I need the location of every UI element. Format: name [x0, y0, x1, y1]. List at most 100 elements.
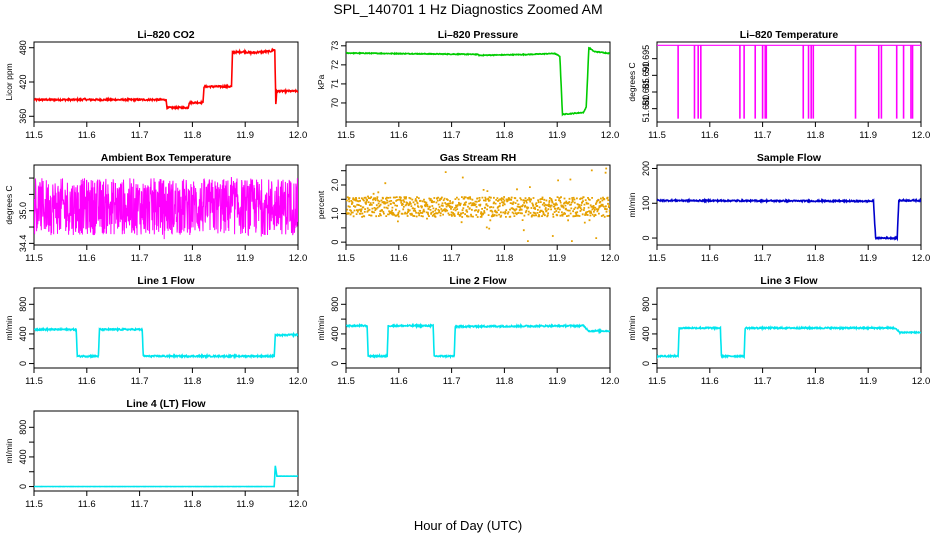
x-tick-label: 12.0	[601, 130, 620, 141]
x-tick-label: 11.5	[25, 376, 43, 387]
x-tick-label: 11.9	[236, 499, 254, 510]
series-line	[34, 47, 298, 111]
series-line	[34, 465, 298, 488]
x-tick-label: 11.5	[337, 253, 355, 264]
y-axis-label: ml/min	[316, 315, 326, 340]
x-tick-label: 11.6	[701, 253, 719, 264]
y-tick-label: 73	[330, 41, 340, 51]
chart-panel-2: Li–820 Pressure kPa 11.5 11.6 11.7 11.8 11.9 12…	[316, 29, 619, 141]
y-tick-label: 480	[18, 40, 28, 55]
y-tick-label: 51.685	[641, 78, 651, 106]
plot-frame	[656, 41, 922, 123]
x-tick-label: 11.6	[78, 499, 96, 510]
y-axis-label: degrees C	[4, 185, 14, 224]
plot-frame	[33, 41, 299, 123]
plot-area	[346, 167, 610, 242]
x-tick-label: 11.6	[78, 376, 96, 387]
chart-panel-5: Gas Stream RH percent 11.5 11.6 11.7 11.8 11.9…	[316, 152, 619, 264]
plot-area	[346, 322, 610, 360]
y-axis-label: degrees C	[627, 62, 637, 101]
y-tick-label: 0	[330, 361, 340, 366]
chart-title: Line 1 Flow	[137, 275, 195, 287]
chart-title: Gas Stream RH	[440, 152, 516, 164]
x-tick-label: 12.0	[912, 376, 931, 387]
x-tick-label: 11.8	[496, 376, 514, 387]
x-tick-label: 11.7	[443, 253, 461, 264]
x-tick-label: 11.8	[807, 253, 825, 264]
y-tick-label: 420	[18, 74, 28, 89]
x-tick-label: 11.8	[184, 253, 202, 264]
x-tick-label: 11.6	[390, 376, 408, 387]
plot-frame	[345, 41, 611, 123]
y-tick-label: 0	[18, 361, 28, 366]
x-tick-label: 11.9	[548, 376, 566, 387]
x-tick-label: 11.8	[184, 499, 202, 510]
y-tick-label: 100	[641, 196, 651, 211]
x-tick-label: 11.5	[648, 130, 666, 141]
x-tick-label: 11.5	[337, 376, 355, 387]
y-tick-label: 0	[330, 240, 340, 245]
chart-title: Li–820 Temperature	[740, 29, 839, 41]
series-line	[657, 325, 921, 360]
chart-title: Li–820 CO2	[137, 29, 194, 41]
x-tick-label: 11.7	[131, 253, 149, 264]
y-tick-label: 800	[330, 297, 340, 312]
chart-title: Line 2 Flow	[449, 275, 507, 287]
x-tick-label: 11.9	[236, 130, 254, 141]
x-tick-label: 11.8	[807, 130, 825, 141]
series-line	[346, 46, 610, 117]
chart-title: Line 4 (LT) Flow	[126, 398, 206, 410]
x-tick-label: 11.6	[78, 130, 96, 141]
x-tick-label: 11.8	[496, 130, 514, 141]
y-tick-label: 800	[18, 297, 28, 312]
y-tick-label: 360	[18, 109, 28, 124]
chart-panel-3: Li–820 Temperature degrees C 11.5 11.6 11.7 1…	[627, 29, 930, 141]
y-tick-label: 34.4	[18, 235, 28, 253]
y-tick-label: 51.695	[641, 45, 651, 73]
x-tick-label: 11.7	[131, 130, 149, 141]
x-tick-label: 11.8	[807, 376, 825, 387]
series-line	[34, 176, 298, 240]
chart-panel-8: Line 2 Flow ml/min 11.5 11.6 11.7 11.8 11.9 12.…	[316, 275, 619, 387]
x-tick-label: 11.7	[754, 376, 772, 387]
plot-area	[657, 325, 921, 360]
x-tick-label: 12.0	[601, 376, 620, 387]
x-tick-label: 11.5	[25, 130, 43, 141]
x-tick-label: 12.0	[289, 253, 308, 264]
chart-title: Sample Flow	[757, 152, 822, 164]
y-tick-label: 0	[18, 484, 28, 489]
x-tick-label: 12.0	[912, 130, 931, 141]
series-points	[346, 167, 610, 242]
figure-title: SPL_140701 1 Hz Diagnostics Zoomed AM	[333, 1, 603, 17]
x-tick-label: 11.7	[754, 253, 772, 264]
x-tick-label: 11.9	[859, 253, 877, 264]
plot-frame	[345, 287, 611, 369]
x-tick-label: 11.6	[390, 253, 408, 264]
plot-area	[657, 197, 921, 242]
chart-title: Li–820 Pressure	[438, 29, 519, 41]
y-tick-label: 0	[641, 361, 651, 366]
y-tick-label: 1.0	[330, 207, 340, 220]
y-axis-label: percent	[316, 190, 326, 219]
x-tick-label: 11.7	[754, 130, 772, 141]
x-tick-label: 12.0	[289, 499, 308, 510]
y-tick-label: 200	[641, 161, 651, 176]
y-tick-label: 400	[18, 326, 28, 341]
y-tick-label: 800	[18, 420, 28, 435]
x-tick-label: 12.0	[601, 253, 620, 264]
chart-panel-7: Line 1 Flow ml/min 11.5 11.6 11.7 11.8 11.9 12.…	[4, 275, 307, 387]
series-line	[657, 197, 921, 242]
y-axis-label: Licor ppm	[4, 63, 14, 100]
x-tick-label: 11.8	[184, 376, 202, 387]
x-tick-label: 11.9	[548, 253, 566, 264]
y-tick-label: 71	[330, 79, 340, 89]
chart-panel-10: Line 4 (LT) Flow ml/min 11.5 11.6 11.7 11.8 11…	[4, 398, 307, 510]
plot-area	[34, 47, 298, 111]
y-axis-label: ml/min	[4, 438, 14, 463]
series-line	[34, 326, 298, 360]
x-tick-label: 11.8	[184, 130, 202, 141]
plot-frame	[33, 287, 299, 369]
x-tick-label: 11.9	[859, 130, 877, 141]
plot-area	[34, 176, 298, 240]
x-tick-label: 11.6	[701, 130, 719, 141]
